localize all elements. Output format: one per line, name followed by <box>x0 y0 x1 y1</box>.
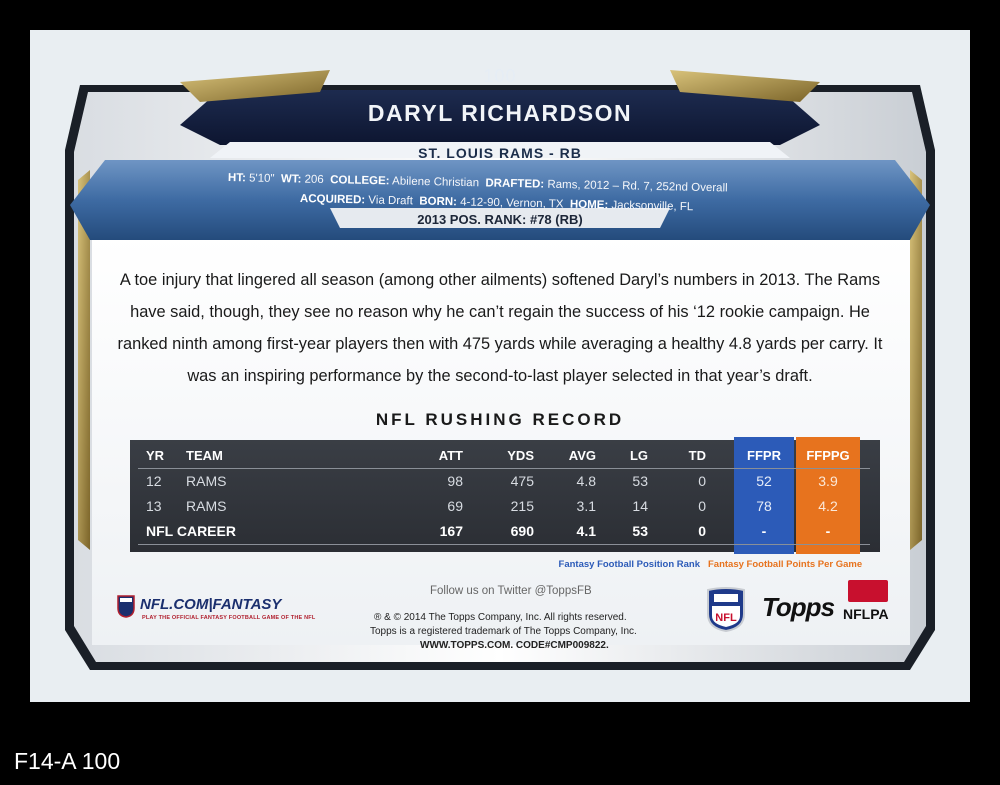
ht-label: HT: <box>227 172 247 185</box>
col-header-team: TEAM <box>186 448 223 463</box>
cell-yr: 13 <box>146 498 162 514</box>
col-header-ffpr: FFPR <box>747 448 781 463</box>
nflcom-tagline: PLAY THE OFFICIAL FANTASY FOOTBALL GAME … <box>142 615 316 621</box>
ffpr-column-highlight <box>734 437 794 554</box>
col-header-td: TD <box>688 448 706 463</box>
cell-avg: 4.8 <box>576 473 596 489</box>
cell-td: 0 <box>698 473 706 489</box>
acquired-label: ACQUIRED: <box>299 193 366 207</box>
cell-ffpr: 78 <box>756 498 772 514</box>
nfl-shield-small-icon <box>116 594 136 618</box>
legal-line-1: ® & © 2014 The Topps Company, Inc. All r… <box>374 612 627 623</box>
twitter-handle: Follow us on Twitter @ToppsFB <box>430 585 592 597</box>
career-yds: 690 <box>510 523 534 539</box>
card-number: 100 <box>483 66 517 86</box>
col-header-yr: YR <box>146 448 165 463</box>
born-label: BORN: <box>419 195 458 209</box>
col-header-yds: YDS <box>507 448 534 463</box>
bio-line: ranked ninth among first-year players th… <box>117 335 883 353</box>
wt-label: WT: <box>280 173 302 186</box>
nfl-logo-text: NFL <box>715 612 737 624</box>
cell-lg: 53 <box>632 473 648 489</box>
table-divider <box>138 544 870 545</box>
legend-ffppg: Fantasy Football Points Per Game <box>708 559 863 570</box>
career-avg: 4.1 <box>576 523 596 539</box>
cell-team: RAMS <box>186 498 227 514</box>
cell-ffppg: 4.2 <box>818 498 838 514</box>
col-header-avg: AVG <box>568 448 596 463</box>
col-header-ffppg: FFPPG <box>806 448 850 463</box>
acquired-value: Via Draft <box>368 194 414 208</box>
cell-yr: 12 <box>146 473 162 489</box>
player-name: DARYL RICHARDSON <box>367 100 633 126</box>
legal-line-3: WWW.TOPPS.COM. CODE#CMP009822. <box>420 640 609 651</box>
career-ffppg: - <box>825 523 831 539</box>
born-value: 4-12-90, Vernon, TX <box>460 196 564 211</box>
cell-yds: 475 <box>510 473 534 489</box>
home-label: HOME: <box>569 198 609 212</box>
career-ffpr: - <box>761 523 767 539</box>
catalog-code: F14-A 100 <box>14 748 121 774</box>
topps-logo: Topps <box>762 592 835 622</box>
cell-team: RAMS <box>186 473 227 489</box>
team-position: ST. LOUIS RAMS - RB <box>418 145 582 161</box>
cell-att: 98 <box>447 473 463 489</box>
player-bio: A toe injury that lingered all season (a… <box>100 264 900 392</box>
career-att: 167 <box>439 523 463 539</box>
drafted-label: DRAFTED: <box>485 177 545 191</box>
bio-line: was an inspiring performance by the seco… <box>187 367 813 385</box>
cell-avg: 3.1 <box>576 498 596 514</box>
col-header-att: ATT <box>438 448 463 463</box>
cell-ffppg: 3.9 <box>818 473 838 489</box>
college-value: Abilene Christian <box>391 175 480 190</box>
cell-ffpr: 52 <box>756 473 772 489</box>
career-lg: 53 <box>632 523 648 539</box>
cell-yds: 215 <box>510 498 534 514</box>
legend-ffpr: Fantasy Football Position Rank <box>558 559 700 570</box>
wt-value: 206 <box>304 173 324 187</box>
ht-value: 5'10" <box>248 172 275 185</box>
nflpa-helmet-icon <box>848 580 888 602</box>
cell-td: 0 <box>698 498 706 514</box>
nfl-shield-logo: NFL <box>706 586 746 633</box>
position-rank: 2013 POS. RANK: #78 (RB) <box>417 212 583 227</box>
career-label: NFL CAREER <box>146 523 236 539</box>
career-td: 0 <box>698 523 706 539</box>
col-header-lg: LG <box>629 448 648 463</box>
cell-att: 69 <box>447 498 463 514</box>
college-label: COLLEGE: <box>330 174 390 188</box>
ffppg-column-highlight <box>796 437 860 554</box>
table-divider <box>138 468 870 469</box>
record-title: NFL RUSHING RECORD <box>375 410 625 429</box>
nflcom-fantasy-logo: NFL.COM|FANTASY <box>140 596 282 613</box>
legal-line-2: Topps is a registered trademark of The T… <box>370 626 637 637</box>
nflpa-logo: NFLPA <box>843 606 889 622</box>
bio-line: have said, though, they see no reason wh… <box>130 303 870 321</box>
bio-line: A toe injury that lingered all season (a… <box>119 271 881 289</box>
cell-lg: 14 <box>632 498 648 514</box>
